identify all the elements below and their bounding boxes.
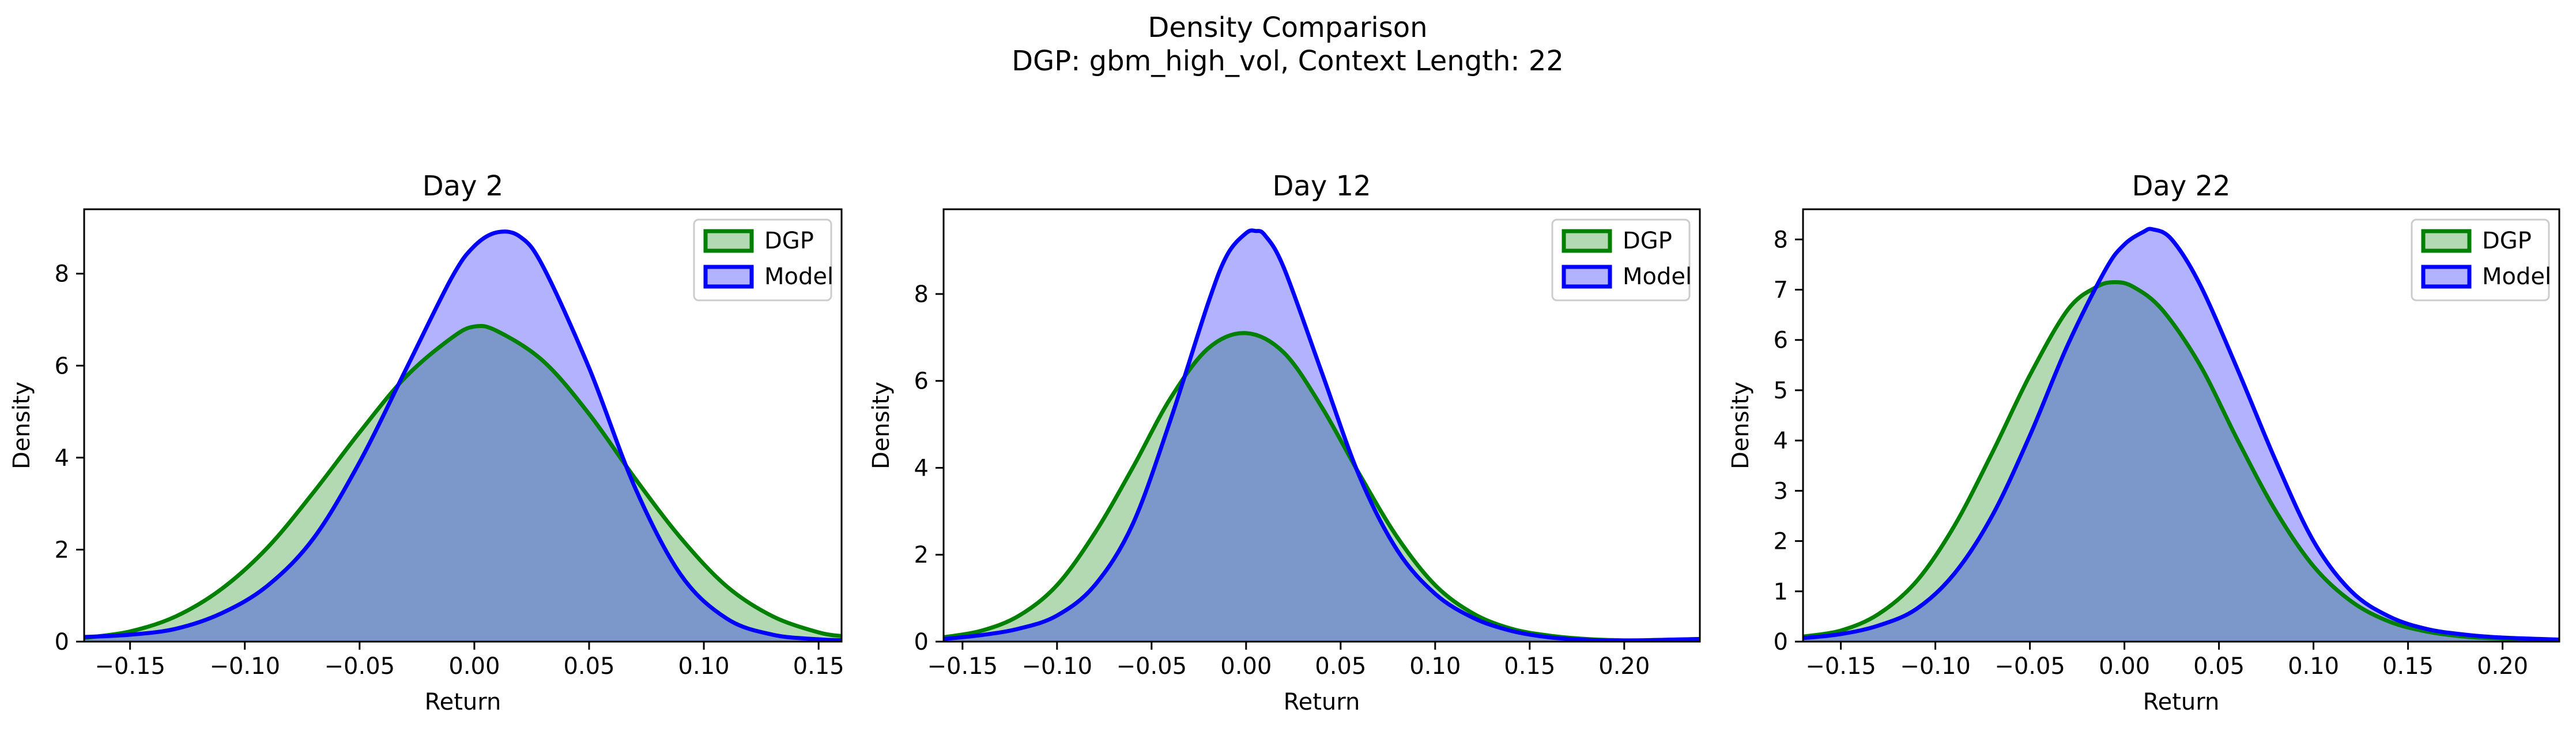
- x-tick-label: −0.10: [1900, 653, 1971, 680]
- x-tick-label: −0.10: [209, 653, 280, 680]
- y-axis-label: Density: [9, 382, 35, 469]
- x-tick-label: −0.10: [1022, 653, 1093, 680]
- legend-label-model: Model: [764, 263, 833, 290]
- axes-frame: [83, 208, 843, 643]
- y-tick-label: 0: [55, 629, 69, 655]
- series-fill-model: [84, 231, 842, 642]
- y-tick-label: 0: [914, 629, 929, 655]
- legend-label-model: Model: [1623, 263, 1692, 290]
- x-tick-label: −0.15: [95, 653, 165, 680]
- figure-title: Density Comparison: [1148, 12, 1427, 44]
- legend: DGP Model: [1551, 218, 1692, 301]
- x-tick-label: −0.05: [325, 653, 395, 680]
- x-tick-label: 0.05: [563, 653, 614, 680]
- series-line-model: [1803, 227, 2559, 642]
- y-tick-label: 0: [1774, 629, 1788, 655]
- y-tick-label: 4: [55, 445, 69, 472]
- x-tick-label: −0.05: [1117, 653, 1187, 680]
- y-tick-label: 4: [1774, 428, 1788, 454]
- legend-swatch-dgp: [1562, 229, 1612, 253]
- y-tick-label: 2: [914, 542, 929, 568]
- x-tick-label: 0.10: [2288, 653, 2339, 680]
- x-tick-label: 0.10: [1409, 653, 1461, 680]
- figure-subtitle: DGP: gbm_high_vol, Context Length: 22: [1012, 45, 1564, 77]
- x-tick-label: 0.00: [1220, 653, 1272, 680]
- plot-area: [944, 228, 1700, 642]
- x-tick-label: 0.20: [2477, 653, 2528, 680]
- x-axis-label: Return: [1284, 689, 1360, 715]
- x-tick-label: 0.15: [1504, 653, 1555, 680]
- legend-swatch-dgp: [2421, 229, 2472, 253]
- legend-box: [1551, 218, 1691, 301]
- legend-swatch-model: [703, 265, 754, 289]
- series-fill-dgp: [1803, 282, 2559, 642]
- y-tick-label: 6: [1774, 327, 1788, 354]
- legend-box: [693, 218, 832, 301]
- x-tick-label: −0.15: [1805, 653, 1876, 680]
- x-axis-label: Return: [2143, 689, 2220, 715]
- x-tick-label: 0.15: [2382, 653, 2434, 680]
- legend-label-dgp: DGP: [2482, 228, 2532, 254]
- legend: DGP Model: [693, 218, 833, 301]
- series-fill-model: [944, 230, 1700, 642]
- y-axis-label: Density: [1728, 382, 1754, 469]
- legend-label-dgp: DGP: [1623, 228, 1672, 254]
- panel-3: −0.15 −0.10 −0.05 0.00 0.05 0.10 0.15 0.20 0 1 2 3 4…: [1728, 170, 2560, 715]
- y-tick-label: 4: [914, 455, 929, 481]
- y-tick-label: 6: [914, 368, 929, 395]
- x-tick-label: 0.00: [2099, 653, 2150, 680]
- legend-swatch-model: [1562, 265, 1612, 289]
- legend-swatch-model: [2421, 265, 2472, 289]
- axes-frame: [942, 208, 1701, 643]
- series-fill-dgp: [944, 333, 1700, 642]
- series-line-model: [84, 229, 842, 642]
- y-tick-label: 2: [1774, 529, 1788, 555]
- panel-title: Day 12: [1272, 170, 1371, 202]
- series-line-model: [944, 228, 1700, 642]
- legend: DGP Model: [2411, 218, 2551, 301]
- plot-area: [1803, 227, 2559, 642]
- series-line-dgp: [84, 323, 842, 640]
- x-tick-label: 0.10: [678, 653, 730, 680]
- legend-swatch-dgp: [703, 229, 754, 253]
- x-tick-label: 0.20: [1598, 653, 1650, 680]
- series-line-dgp: [1803, 280, 2559, 642]
- y-tick-label: 7: [1774, 277, 1788, 304]
- y-axis-label: Density: [868, 382, 895, 469]
- x-tick-label: 0.05: [2193, 653, 2245, 680]
- legend-label-model: Model: [2482, 263, 2551, 290]
- y-tick-label: 5: [1774, 378, 1788, 404]
- x-tick-label: 0.00: [448, 653, 500, 680]
- series-fill-model: [1803, 229, 2559, 642]
- x-tick-label: 0.05: [1315, 653, 1366, 680]
- legend-label-dgp: DGP: [764, 228, 814, 254]
- y-tick-label: 3: [1774, 478, 1788, 504]
- x-tick-label: −0.15: [927, 653, 998, 680]
- y-tick-label: 8: [914, 281, 929, 308]
- y-tick-label: 1: [1774, 579, 1788, 605]
- panel-1: −0.15 −0.10 −0.05 0.00 0.05 0.10 0.15 0 2 4 6 8 Day …: [9, 170, 844, 715]
- x-tick-label: 0.15: [793, 653, 844, 680]
- panel-2: −0.15 −0.10 −0.05 0.00 0.05 0.10 0.15 0.20 0 2 4 6 8…: [868, 170, 1701, 715]
- series-fill-dgp: [84, 326, 842, 642]
- plot-area: [84, 229, 842, 642]
- panel-title: Day 2: [423, 170, 504, 202]
- y-tick-label: 6: [55, 353, 69, 379]
- x-tick-label: −0.05: [1994, 653, 2065, 680]
- y-tick-label: 8: [1774, 227, 1788, 253]
- x-axis-label: Return: [425, 689, 501, 715]
- axes-frame: [1802, 208, 2560, 643]
- legend-box: [2411, 218, 2550, 301]
- y-tick-label: 2: [55, 537, 69, 563]
- panel-title: Day 22: [2132, 170, 2230, 202]
- y-tick-label: 8: [55, 261, 69, 288]
